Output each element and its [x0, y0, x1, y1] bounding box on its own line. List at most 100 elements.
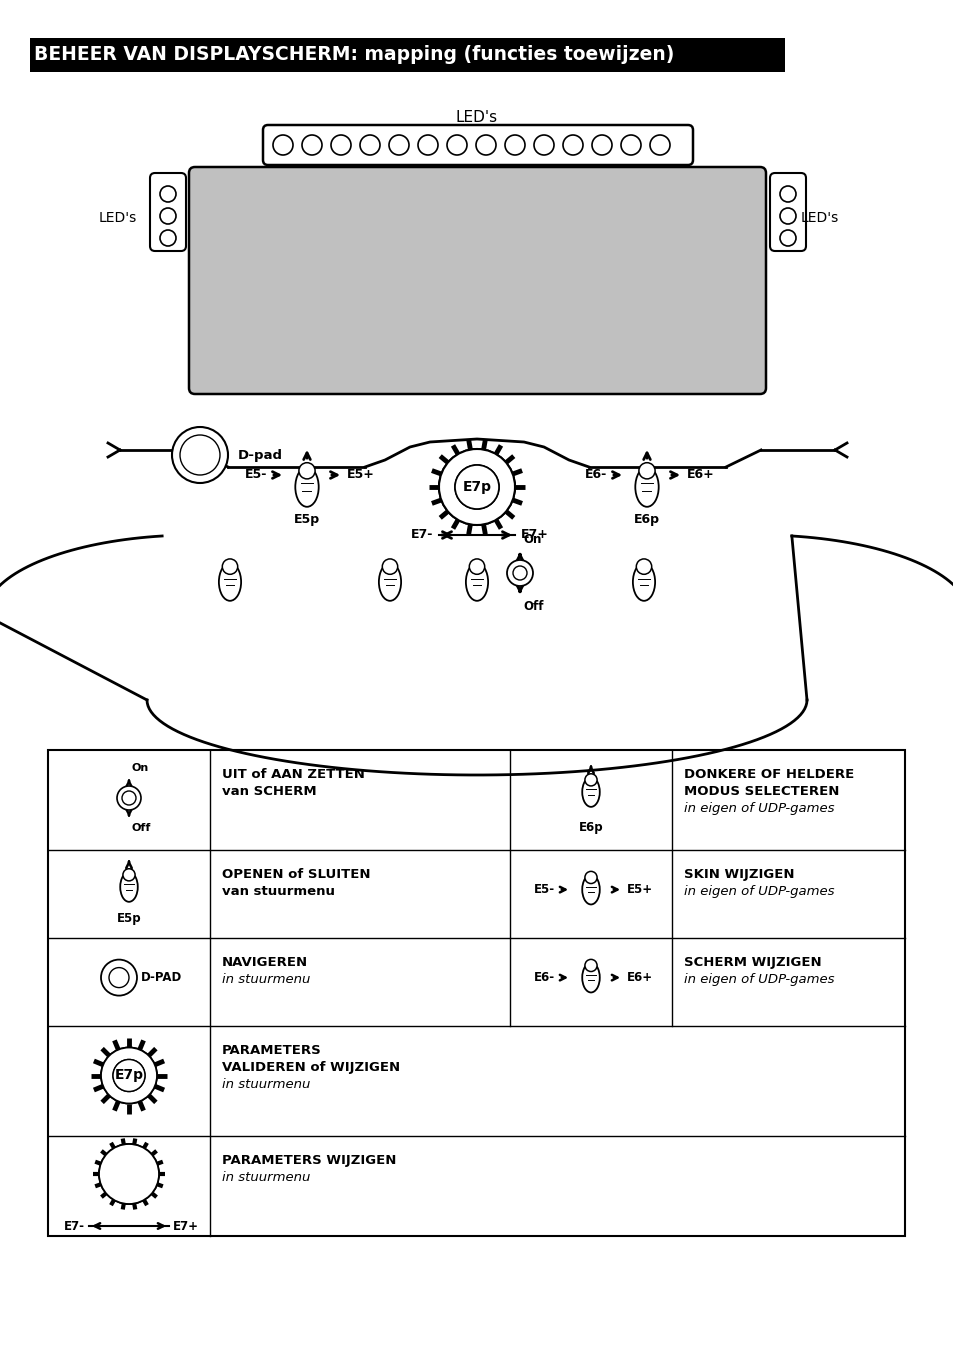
Text: SCHERM WIJZIGEN: SCHERM WIJZIGEN [683, 956, 821, 969]
Circle shape [506, 560, 533, 586]
Circle shape [302, 135, 322, 155]
FancyBboxPatch shape [263, 126, 692, 165]
Circle shape [639, 463, 655, 479]
Ellipse shape [295, 467, 318, 506]
Ellipse shape [581, 778, 599, 807]
Circle shape [504, 135, 524, 155]
Circle shape [417, 135, 437, 155]
Circle shape [180, 435, 220, 475]
Circle shape [438, 450, 515, 525]
Circle shape [172, 427, 228, 483]
Circle shape [123, 869, 135, 882]
Text: E5-: E5- [244, 468, 267, 482]
Text: E6+: E6+ [626, 971, 653, 984]
Circle shape [455, 464, 498, 509]
FancyBboxPatch shape [189, 167, 765, 394]
Text: VALIDEREN of WIJZIGEN: VALIDEREN of WIJZIGEN [222, 1061, 399, 1075]
Text: in eigen of UDP-games: in eigen of UDP-games [683, 802, 834, 815]
Circle shape [99, 1143, 159, 1204]
Circle shape [122, 791, 136, 805]
Circle shape [513, 566, 526, 580]
Text: in eigen of UDP-games: in eigen of UDP-games [683, 973, 834, 985]
Text: E6+: E6+ [686, 468, 714, 482]
Text: E6p: E6p [578, 822, 602, 834]
Circle shape [273, 135, 293, 155]
Ellipse shape [581, 963, 599, 992]
Text: On: On [522, 533, 540, 545]
Text: in stuurmenu: in stuurmenu [222, 1079, 310, 1091]
Text: in stuurmenu: in stuurmenu [222, 973, 310, 985]
Ellipse shape [581, 875, 599, 905]
Circle shape [447, 135, 467, 155]
Text: E7p: E7p [462, 481, 491, 494]
Ellipse shape [635, 467, 658, 506]
Text: LED's: LED's [800, 211, 839, 225]
FancyBboxPatch shape [150, 173, 186, 251]
Circle shape [99, 1143, 159, 1204]
Circle shape [117, 786, 141, 810]
Circle shape [455, 464, 498, 509]
Circle shape [592, 135, 612, 155]
Circle shape [331, 135, 351, 155]
Text: E6p: E6p [634, 513, 659, 525]
Text: E5+: E5+ [347, 468, 375, 482]
Circle shape [584, 871, 597, 883]
Circle shape [780, 208, 795, 224]
Circle shape [359, 135, 379, 155]
Text: E5-: E5- [534, 883, 555, 896]
Circle shape [780, 186, 795, 202]
Circle shape [112, 1060, 145, 1092]
Circle shape [222, 559, 237, 574]
Text: E6-: E6- [584, 468, 606, 482]
Text: UIT of AAN ZETTEN: UIT of AAN ZETTEN [222, 768, 364, 782]
Ellipse shape [218, 563, 241, 601]
Circle shape [160, 186, 175, 202]
Text: E6-: E6- [534, 971, 555, 984]
Text: MODUS SELECTEREN: MODUS SELECTEREN [683, 784, 839, 798]
Text: PARAMETERS: PARAMETERS [222, 1044, 321, 1057]
Circle shape [160, 208, 175, 224]
Text: LED's: LED's [99, 211, 137, 225]
Text: E7-: E7- [64, 1219, 85, 1233]
Circle shape [112, 1060, 145, 1092]
Text: in stuurmenu: in stuurmenu [222, 1170, 310, 1184]
Text: D-pad: D-pad [237, 448, 283, 462]
Text: NAVIGEREN: NAVIGEREN [222, 956, 308, 969]
Circle shape [562, 135, 582, 155]
Ellipse shape [378, 563, 400, 601]
Circle shape [389, 135, 409, 155]
Text: D-PAD: D-PAD [141, 971, 182, 984]
Ellipse shape [120, 872, 137, 902]
Text: DONKERE OF HELDERE: DONKERE OF HELDERE [683, 768, 853, 782]
Text: E7p: E7p [114, 1068, 143, 1083]
Circle shape [382, 559, 397, 574]
Text: E5+: E5+ [626, 883, 653, 896]
Ellipse shape [465, 563, 488, 601]
Circle shape [160, 230, 175, 246]
Text: OPENEN of SLUITEN: OPENEN of SLUITEN [222, 868, 370, 882]
Text: Off: Off [522, 599, 543, 613]
Text: E5p: E5p [116, 913, 141, 925]
Text: LED's: LED's [456, 111, 497, 126]
Circle shape [298, 463, 314, 479]
Circle shape [780, 230, 795, 246]
Circle shape [109, 968, 129, 988]
FancyBboxPatch shape [769, 173, 805, 251]
Text: E7+: E7+ [172, 1219, 199, 1233]
Circle shape [620, 135, 640, 155]
Circle shape [101, 1048, 157, 1103]
Text: E7-: E7- [410, 528, 433, 541]
Text: PARAMETERS WIJZIGEN: PARAMETERS WIJZIGEN [222, 1154, 395, 1166]
Text: BEHEER VAN DISPLAYSCHERM: mapping (functies toewijzen): BEHEER VAN DISPLAYSCHERM: mapping (funct… [34, 46, 674, 65]
Text: van stuurmenu: van stuurmenu [222, 886, 335, 898]
Circle shape [584, 774, 597, 786]
Bar [30, 38, 784, 72]
Circle shape [101, 960, 137, 995]
Circle shape [584, 960, 597, 972]
Text: Off: Off [132, 824, 152, 833]
Circle shape [649, 135, 669, 155]
Bar [48, 751, 904, 1237]
Ellipse shape [632, 563, 655, 601]
Circle shape [476, 135, 496, 155]
Text: On: On [132, 763, 149, 774]
